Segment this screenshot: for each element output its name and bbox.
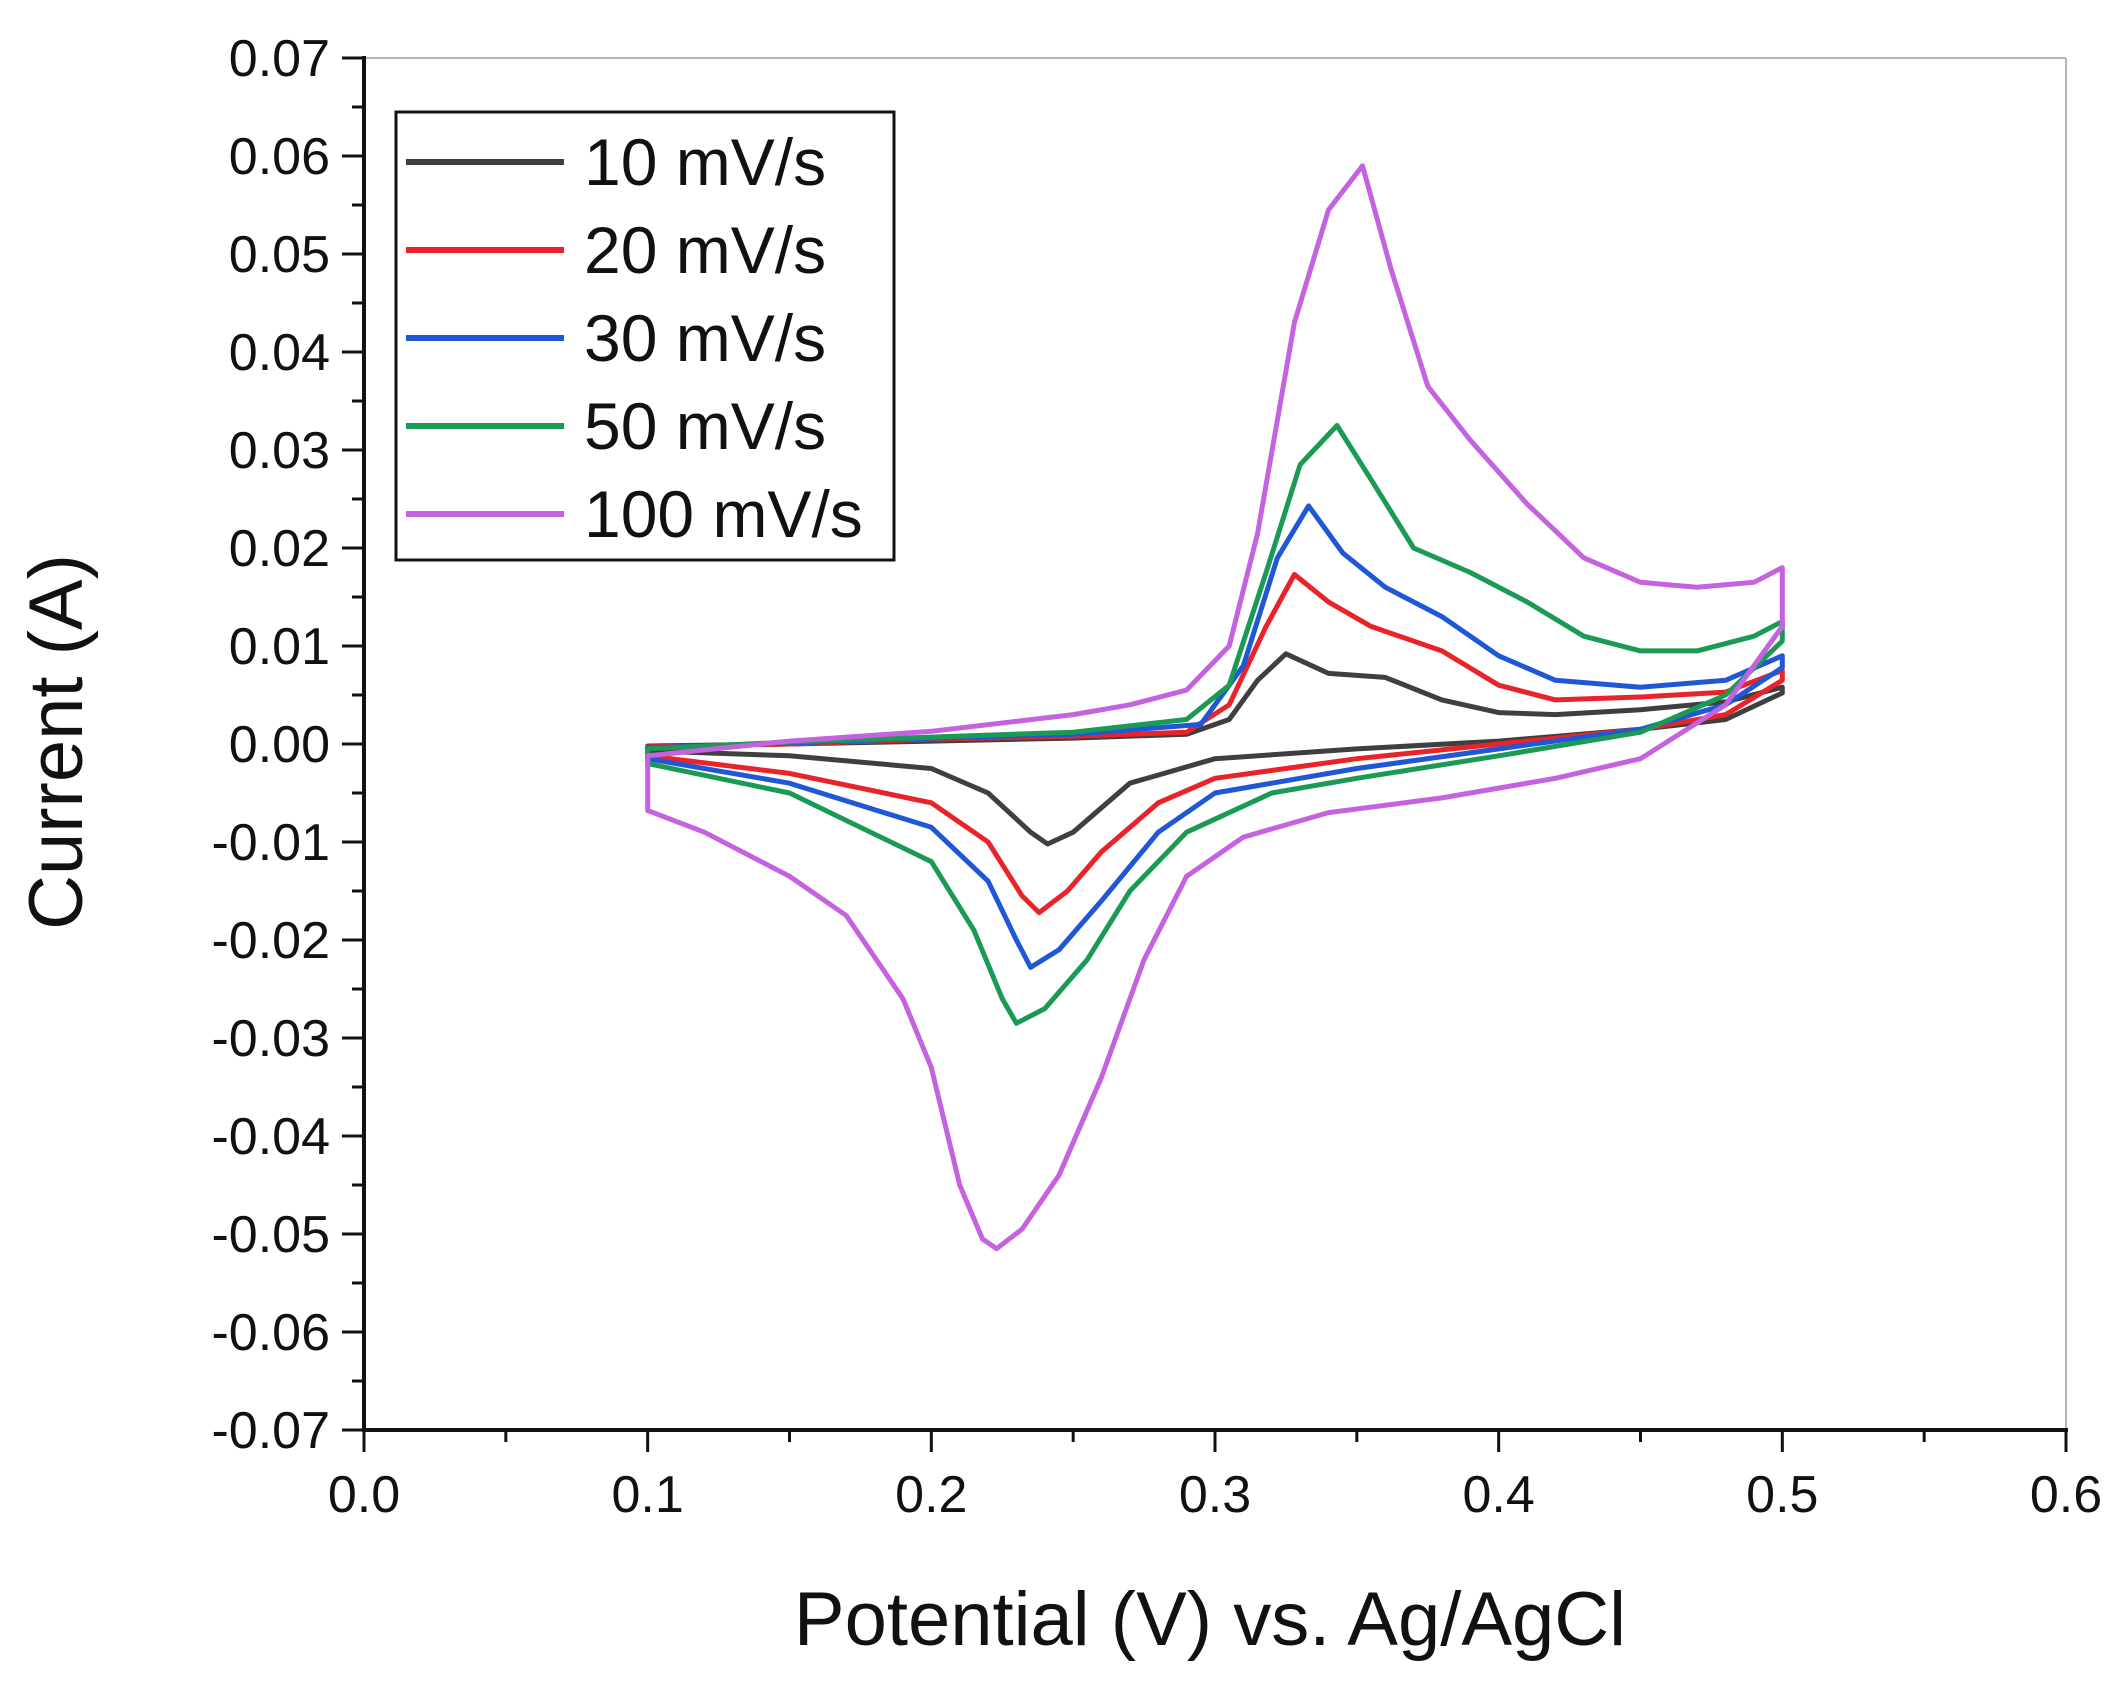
x-tick-label: 0.5 <box>1746 1466 1818 1524</box>
y-tick-label: 0.00 <box>229 716 330 774</box>
y-tick-label: 0.03 <box>229 422 330 480</box>
x-tick-label: 0.4 <box>1463 1466 1535 1524</box>
series-layer <box>645 163 1785 1252</box>
plot-frame <box>364 57 2067 1430</box>
x-axis-title: Potential (V) vs. Ag/AgCl <box>794 1577 1626 1662</box>
series-line-4 <box>645 423 1785 1026</box>
x-tick-label: 0.3 <box>1179 1466 1251 1524</box>
y-tick-label: 0.04 <box>229 324 330 382</box>
y-tick-label: -0.02 <box>211 912 330 970</box>
series-line-5 <box>645 163 1785 1252</box>
y-axis-title: Current (A) <box>14 554 99 930</box>
y-tick-label: -0.01 <box>211 814 330 872</box>
x-tick-label: 0.1 <box>612 1466 684 1524</box>
legend-label-5: 100 mV/s <box>584 477 863 551</box>
legend-label-3: 30 mV/s <box>584 301 826 375</box>
y-tick-label: 0.06 <box>229 128 330 186</box>
legend-label-2: 20 mV/s <box>584 213 826 287</box>
axis-layer: 0.07 0.06 0.05 0.04 0.03 0.02 0.01 0.00 -0.01 -0.… <box>211 30 2102 1524</box>
y-tick-label: 0.02 <box>229 520 330 578</box>
x-tick-label: 0.0 <box>328 1466 400 1524</box>
legend-label-1: 10 mV/s <box>584 125 826 199</box>
legend-label-4: 50 mV/s <box>584 389 826 463</box>
y-tick-label: 0.01 <box>229 618 330 676</box>
y-tick-label: -0.03 <box>211 1010 330 1068</box>
legend: 10 mV/s 20 mV/s 30 mV/s 50 mV/s 100 mV/s <box>394 110 896 562</box>
y-tick-label: -0.04 <box>211 1108 330 1166</box>
y-tick-label: 0.07 <box>229 30 330 88</box>
y-tick-label: 0.05 <box>229 226 330 284</box>
x-tick-label: 0.6 <box>2030 1466 2102 1524</box>
y-tick-label: -0.07 <box>211 1402 330 1460</box>
y-tick-label: -0.05 <box>211 1206 330 1264</box>
x-tick-label: 0.2 <box>895 1466 967 1524</box>
y-tick-label: -0.06 <box>211 1304 330 1362</box>
series-line-2 <box>645 572 1785 916</box>
